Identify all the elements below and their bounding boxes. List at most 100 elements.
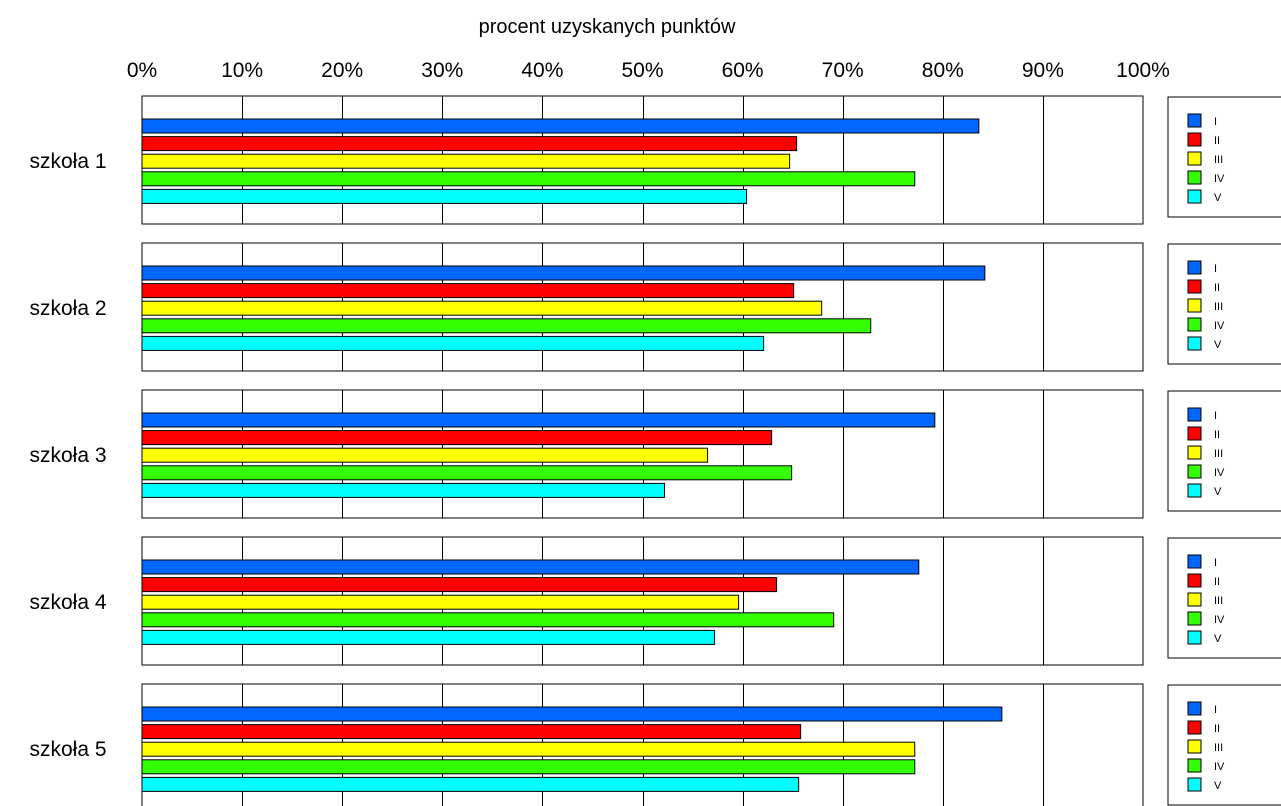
legend-frame (1167, 537, 1281, 659)
legend-label: III (1214, 154, 1223, 166)
x-tick-label: 40% (521, 59, 563, 82)
legend-swatch (1187, 279, 1202, 294)
legend-swatch (1187, 758, 1202, 773)
legend-label: I (1214, 410, 1217, 422)
legend-label: V (1214, 339, 1222, 351)
bar (141, 594, 740, 610)
legend-label: III (1214, 595, 1223, 607)
legend-swatch (1187, 777, 1202, 792)
legend-label: III (1214, 448, 1223, 460)
panel-label: szkoła 1 (29, 150, 106, 173)
legend-swatch (1187, 464, 1202, 479)
legend-frame (1167, 243, 1281, 365)
bar (141, 412, 936, 428)
x-tick-label: 70% (822, 59, 864, 82)
bar (141, 465, 793, 481)
legend-swatch (1187, 739, 1202, 754)
chart-title: procent uzyskanych punktów (479, 16, 736, 38)
bar (141, 577, 778, 593)
bar (141, 741, 916, 757)
bar (141, 188, 748, 204)
bar (141, 300, 823, 316)
legend-swatch (1187, 630, 1202, 645)
bar (141, 482, 666, 498)
legend-swatch (1187, 317, 1202, 332)
x-tick-label: 20% (321, 59, 363, 82)
legend-label: IV (1214, 320, 1225, 332)
legend-label: IV (1214, 467, 1225, 479)
bar (141, 318, 872, 334)
legend-label: I (1214, 704, 1217, 716)
bar (141, 629, 716, 645)
panel-label: szkoła 3 (29, 444, 106, 467)
x-axis-ticks: 0% 10% 20% 30% 40% 50% 60% 70% 80% 90% 100% (127, 59, 1170, 82)
x-tick-label: 30% (421, 59, 463, 82)
x-tick-label: 50% (621, 59, 663, 82)
legend-swatch (1187, 298, 1202, 313)
legend-label: IV (1214, 173, 1225, 185)
legend-swatch (1187, 720, 1202, 735)
bar (141, 559, 920, 575)
bar (141, 447, 709, 463)
bar (141, 283, 795, 299)
legend-label: II (1214, 576, 1220, 588)
legend-swatch (1187, 132, 1202, 147)
legend-swatch (1187, 260, 1202, 275)
legend-label: IV (1214, 614, 1225, 626)
panel-label: szkoła 5 (29, 738, 106, 761)
legend-swatch (1187, 611, 1202, 626)
legend-frame (1167, 684, 1281, 806)
legend-swatch (1187, 592, 1202, 607)
bar (141, 153, 791, 169)
legend-swatch (1187, 554, 1202, 569)
x-tick-label: 100% (1116, 59, 1170, 82)
legend-label: I (1214, 557, 1217, 569)
bar (141, 430, 773, 446)
legend-label: V (1214, 486, 1222, 498)
legend-swatch (1187, 573, 1202, 588)
legend-label: I (1214, 263, 1217, 275)
bar (141, 118, 980, 134)
x-tick-label: 10% (221, 59, 263, 82)
legend-swatch (1187, 483, 1202, 498)
legend-swatch (1187, 113, 1202, 128)
x-tick-label: 60% (722, 59, 764, 82)
panel-label: szkoła 4 (29, 591, 106, 614)
bar (141, 335, 765, 351)
legend-label: II (1214, 282, 1220, 294)
legend-swatch (1187, 407, 1202, 422)
legend-swatch (1187, 426, 1202, 441)
legend-label: II (1214, 723, 1220, 735)
legend-label: V (1214, 192, 1222, 204)
legend-label: I (1214, 116, 1217, 128)
bar (141, 706, 1003, 722)
legend-label: III (1214, 742, 1223, 754)
bar (141, 759, 916, 775)
legend-label: V (1214, 780, 1222, 792)
legend-label: IV (1214, 761, 1225, 773)
legend-swatch (1187, 151, 1202, 166)
x-tick-label: 80% (922, 59, 964, 82)
bar (141, 171, 916, 187)
legend-swatch (1187, 445, 1202, 460)
legend-swatch (1187, 170, 1202, 185)
legend-label: II (1214, 429, 1220, 441)
bar (141, 136, 798, 152)
bar (141, 265, 986, 281)
legend-frame (1167, 96, 1281, 218)
legend-label: II (1214, 135, 1220, 147)
bar (141, 724, 802, 740)
panel-label: szkoła 2 (29, 297, 106, 320)
